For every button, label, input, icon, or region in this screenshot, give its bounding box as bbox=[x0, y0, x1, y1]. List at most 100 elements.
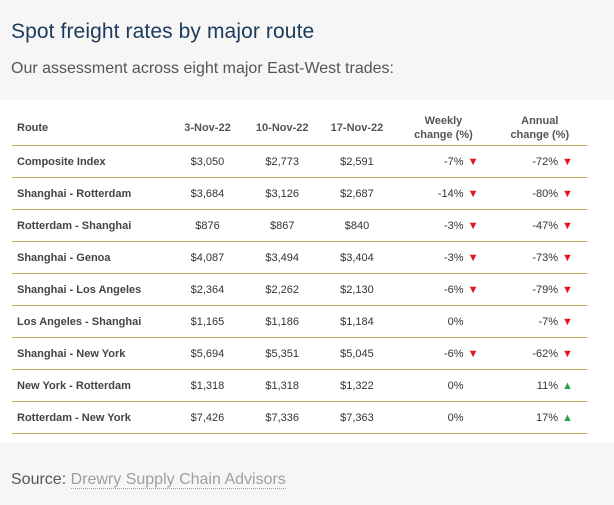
weekly-change-cell: 0%▼ bbox=[394, 305, 493, 338]
up-arrow-icon: ▲ bbox=[562, 411, 573, 424]
annual-change-cell: -73% ▼ bbox=[492, 241, 587, 274]
table-row: Los Angeles - Shanghai $1,165 $1,186 $1,184… bbox=[12, 305, 587, 338]
annual-change-value: -73% bbox=[532, 251, 558, 264]
route-name-cell: Los Angeles - Shanghai bbox=[12, 305, 171, 338]
rate-cell-3-nov: $5,694 bbox=[170, 337, 245, 370]
rate-cell-3-nov: $876 bbox=[170, 209, 245, 242]
rate-cell-10-nov: $7,336 bbox=[244, 401, 320, 434]
weekly-change-cell: -14% ▼ bbox=[394, 177, 493, 210]
table-body: Composite Index $3,050 $2,773 $2,591 -7% ▼ -72… bbox=[12, 145, 587, 434]
rate-cell-3-nov: $1,318 bbox=[170, 369, 245, 402]
rate-cell-17-nov: $7,363 bbox=[319, 401, 395, 434]
table-row: Rotterdam - Shanghai $876 $867 $840 -3% ▼ -47%… bbox=[12, 209, 587, 242]
header-date-3: 17-Nov-22 bbox=[319, 111, 395, 146]
down-arrow-icon: ▼ bbox=[562, 251, 573, 264]
rate-cell-10-nov: $5,351 bbox=[244, 337, 320, 370]
route-name-cell: Shanghai - Genoa bbox=[12, 241, 171, 274]
header-date-1: 3-Nov-22 bbox=[170, 111, 245, 146]
rate-cell-17-nov: $5,045 bbox=[319, 337, 395, 370]
annual-change-value: -7% bbox=[538, 315, 558, 328]
rate-cell-17-nov: $1,184 bbox=[319, 305, 395, 338]
rate-cell-10-nov: $867 bbox=[244, 209, 320, 242]
weekly-change-value: 0% bbox=[447, 315, 464, 328]
up-arrow-icon: ▲ bbox=[562, 379, 573, 392]
down-arrow-icon: ▼ bbox=[562, 219, 573, 232]
annual-change-value: -79% bbox=[532, 283, 558, 296]
down-arrow-icon: ▼ bbox=[562, 315, 573, 328]
route-name-cell: Rotterdam - New York bbox=[12, 401, 171, 434]
header-date-2: 10-Nov-22 bbox=[244, 111, 320, 146]
table-row: Shanghai - Rotterdam $3,684 $3,126 $2,687 -1… bbox=[12, 177, 587, 210]
rate-cell-10-nov: $2,262 bbox=[244, 273, 320, 306]
down-arrow-icon: ▼ bbox=[467, 187, 479, 200]
source-label: Source: bbox=[11, 471, 67, 488]
header-annual-line-1: Annual bbox=[521, 115, 559, 127]
weekly-change-value: -7% bbox=[444, 155, 464, 168]
weekly-change-value: -14% bbox=[437, 187, 464, 200]
weekly-change-cell: 0%▼ bbox=[394, 369, 493, 402]
annual-change-cell: -7% ▼ bbox=[492, 305, 587, 338]
weekly-change-cell: -7% ▼ bbox=[394, 145, 493, 178]
rate-cell-10-nov: $2,773 bbox=[244, 145, 320, 178]
table-row: Shanghai - New York $5,694 $5,351 $5,045 -6%… bbox=[12, 337, 587, 370]
annual-change-cell: -72% ▼ bbox=[492, 145, 587, 178]
weekly-change-value: -3% bbox=[444, 251, 464, 264]
weekly-change-cell: -3% ▼ bbox=[394, 209, 493, 242]
route-name-cell: Shanghai - New York bbox=[12, 337, 171, 370]
header-annual-line-2: change (%) bbox=[510, 129, 570, 141]
weekly-change-cell: 0%▼ bbox=[394, 401, 493, 434]
page-title: Spot freight rates by major route bbox=[11, 20, 315, 43]
rate-cell-3-nov: $7,426 bbox=[170, 401, 245, 434]
annual-change-cell: -79% ▼ bbox=[492, 273, 587, 306]
route-name-cell: New York - Rotterdam bbox=[12, 369, 171, 402]
table-header-row: Route 3-Nov-22 10-Nov-22 17-Nov-22 Weekl… bbox=[12, 111, 587, 146]
down-arrow-icon: ▼ bbox=[562, 283, 573, 296]
annual-change-cell: -62% ▼ bbox=[492, 337, 587, 370]
annual-change-value: -80% bbox=[532, 187, 558, 200]
down-arrow-icon: ▼ bbox=[562, 347, 573, 360]
rate-cell-10-nov: $1,318 bbox=[244, 369, 320, 402]
weekly-change-cell: -6% ▼ bbox=[394, 273, 493, 306]
annual-change-value: 11% bbox=[536, 379, 558, 392]
header-weekly-line-2: change (%) bbox=[414, 129, 473, 141]
rate-cell-3-nov: $2,364 bbox=[170, 273, 245, 306]
header-weekly-line-1: Weekly bbox=[424, 115, 463, 127]
weekly-change-value: 0% bbox=[447, 411, 464, 424]
rate-cell-3-nov: $4,087 bbox=[170, 241, 245, 274]
weekly-change-value: -6% bbox=[444, 347, 464, 360]
rate-cell-17-nov: $1,322 bbox=[319, 369, 395, 402]
table-row: Composite Index $3,050 $2,773 $2,591 -7% ▼ -72… bbox=[12, 145, 587, 178]
down-arrow-icon: ▼ bbox=[467, 251, 479, 264]
down-arrow-icon: ▼ bbox=[467, 283, 479, 296]
down-arrow-icon: ▼ bbox=[562, 187, 573, 200]
down-arrow-icon: ▼ bbox=[467, 219, 479, 232]
annual-change-cell: -80% ▼ bbox=[492, 177, 587, 210]
header-weekly-change: Weekly change (%) bbox=[394, 111, 493, 146]
page-subtitle: Our assessment across eight major East-W… bbox=[11, 60, 394, 77]
annual-change-cell: 11% ▲ bbox=[492, 369, 587, 402]
annual-change-value: 17% bbox=[535, 411, 558, 424]
rate-cell-3-nov: $1,165 bbox=[170, 305, 245, 338]
route-name-cell: Shanghai - Los Angeles bbox=[12, 273, 171, 306]
route-name-cell: Shanghai - Rotterdam bbox=[12, 177, 171, 210]
down-arrow-icon: ▼ bbox=[562, 155, 573, 168]
freight-rates-table: Route 3-Nov-22 10-Nov-22 17-Nov-22 Weekl… bbox=[12, 111, 587, 434]
rate-cell-17-nov: $840 bbox=[319, 209, 395, 242]
route-name-cell: Rotterdam - Shanghai bbox=[12, 209, 171, 242]
annual-change-value: -62% bbox=[532, 347, 558, 360]
source-line: Source: Drewry Supply Chain Advisors bbox=[11, 471, 286, 489]
rate-cell-17-nov: $2,591 bbox=[319, 145, 395, 178]
rate-cell-17-nov: $2,130 bbox=[319, 273, 395, 306]
annual-change-cell: -47% ▼ bbox=[492, 209, 587, 242]
rate-cell-10-nov: $3,494 bbox=[244, 241, 320, 274]
rate-cell-3-nov: $3,050 bbox=[170, 145, 245, 178]
header-annual-change: Annual change (%) bbox=[492, 111, 587, 146]
table-card: Route 3-Nov-22 10-Nov-22 17-Nov-22 Weekl… bbox=[0, 100, 614, 443]
rate-cell-3-nov: $3,684 bbox=[170, 177, 245, 210]
source-link[interactable]: Drewry Supply Chain Advisors bbox=[70, 471, 286, 489]
weekly-change-value: -3% bbox=[444, 219, 464, 232]
table-row: New York - Rotterdam $1,318 $1,318 $1,322 0%… bbox=[12, 369, 587, 402]
rate-cell-10-nov: $1,186 bbox=[244, 305, 320, 338]
header-route: Route bbox=[12, 111, 171, 146]
weekly-change-cell: -6% ▼ bbox=[394, 337, 493, 370]
